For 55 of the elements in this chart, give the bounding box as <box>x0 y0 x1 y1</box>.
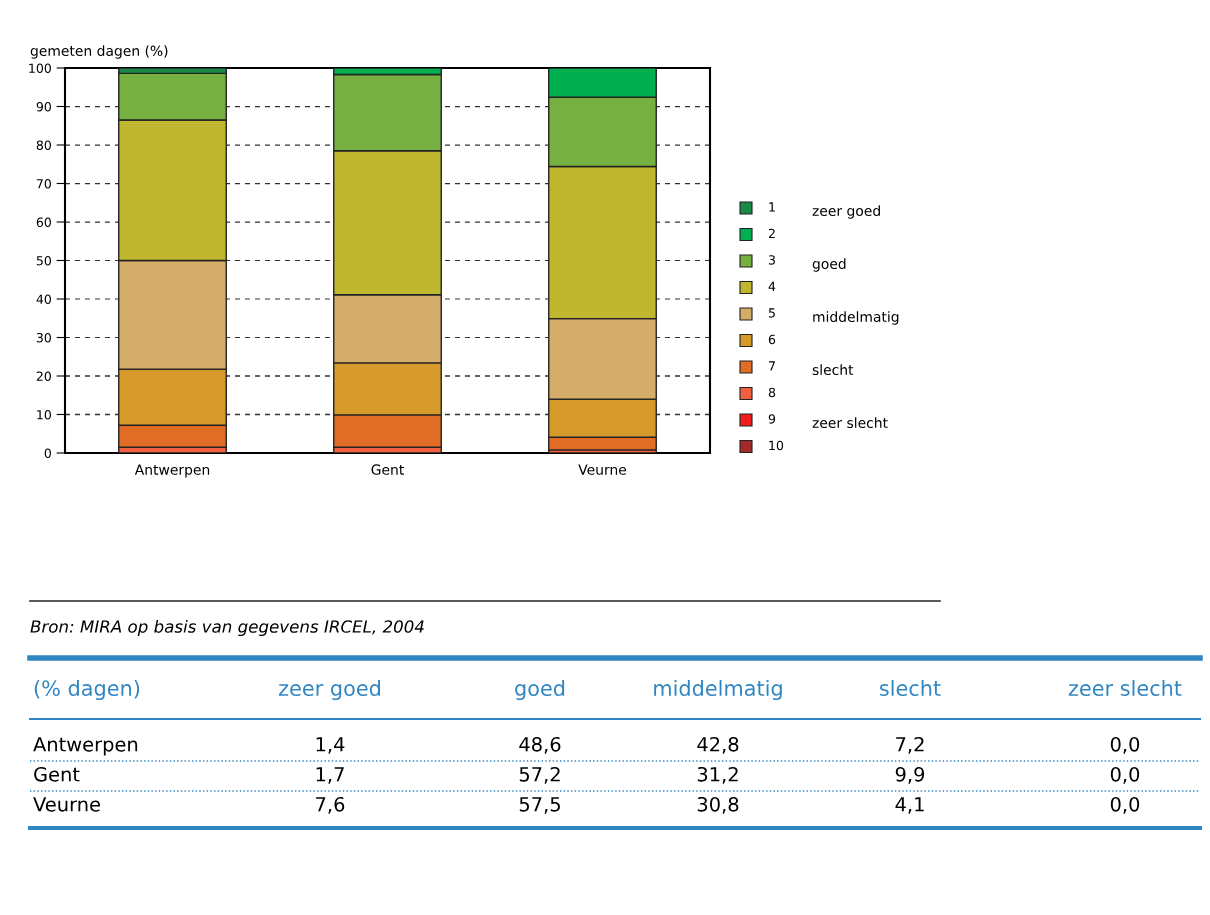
y-tick-label: 40 <box>36 294 51 304</box>
text: 0,0 <box>1110 766 1140 784</box>
legend-label: 3 <box>768 255 775 265</box>
text: 9,9 <box>895 766 925 784</box>
x-tick-label: Veurne <box>578 464 627 475</box>
text: 48,6 <box>519 736 561 754</box>
x-tick-label: Gent <box>371 464 404 475</box>
category-label: middelmatig <box>654 679 782 701</box>
y-tick-label: 0 <box>44 448 51 458</box>
text: 1,4 <box>316 737 345 754</box>
category-label: Veurne <box>33 797 100 812</box>
y-axis-title: gemeten dagen (%) <box>30 45 168 59</box>
text: 42,8 <box>697 736 739 754</box>
legend-label: 1 <box>769 202 775 212</box>
legend-label: 6 <box>768 334 776 345</box>
text: 4,1 <box>895 797 924 814</box>
text: 57,2 <box>519 766 560 784</box>
category-label: zeer slecht <box>1068 679 1182 697</box>
text: middelmatig <box>813 311 899 325</box>
text: 0,0 <box>1110 736 1140 754</box>
legend-label: 5 <box>768 308 775 318</box>
x-tick-label: Antwerpen <box>134 464 210 478</box>
text: 7,6 <box>316 796 345 814</box>
text: goed <box>812 258 846 272</box>
category-label: Gent <box>34 766 80 782</box>
y-tick-label: 100 <box>29 63 51 73</box>
legend-label: 10 <box>769 440 784 451</box>
legend-label: 9 <box>768 414 776 424</box>
category-label: goed <box>515 679 565 701</box>
category-label: slecht <box>879 679 941 697</box>
legend-label: 7 <box>769 361 775 371</box>
text: (% dagen) <box>34 679 140 701</box>
legend-label: 2 <box>768 228 775 238</box>
text: 0,0 <box>1110 796 1140 814</box>
text: zeer goed <box>812 205 880 219</box>
category-label: Antwerpen <box>33 737 138 756</box>
y-tick-label: 20 <box>36 371 51 381</box>
text: 7,2 <box>896 736 924 754</box>
y-tick-label: 80 <box>36 140 51 150</box>
y-tick-label: 50 <box>36 255 51 266</box>
legend-label: 8 <box>768 387 776 398</box>
y-tick-label: 60 <box>36 217 51 227</box>
category-label: zeer goed <box>279 679 380 701</box>
legend-label: 4 <box>768 281 776 291</box>
text: 1,7 <box>316 767 344 784</box>
text: zeer slecht <box>812 417 888 429</box>
y-tick-label: 10 <box>37 409 51 420</box>
text: Bron: MIRA op basis van gegevens IRCEL, 2004 <box>30 619 424 637</box>
y-tick-label: 30 <box>36 332 51 343</box>
y-tick-label: 90 <box>36 101 51 112</box>
text: 31,2 <box>697 766 738 784</box>
text: 57,5 <box>519 797 560 814</box>
text: 30,8 <box>697 796 739 814</box>
text: slecht <box>812 364 854 376</box>
y-tick-label: 70 <box>36 178 51 189</box>
